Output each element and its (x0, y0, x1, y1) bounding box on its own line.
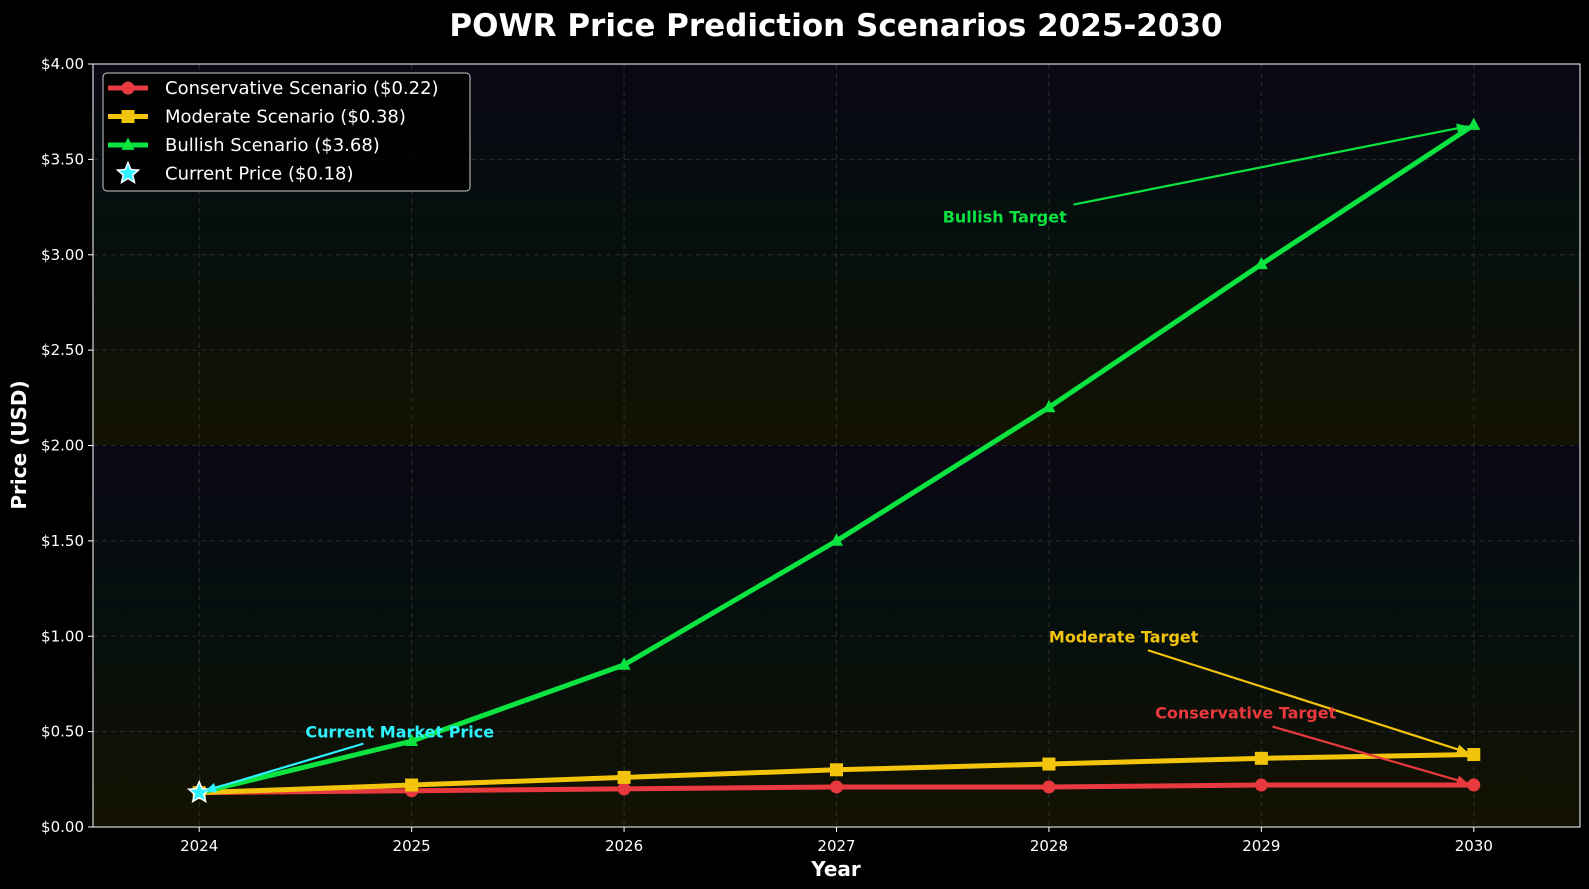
annotation-arrow (1147, 649, 1469, 754)
y-tick-label: $1.00 (41, 627, 84, 645)
legend-entry: Current Price ($0.18) (115, 160, 354, 185)
x-tick-label: 2024 (180, 837, 218, 855)
plot-area (92, 63, 1581, 828)
annotation-arrow (1073, 125, 1469, 206)
annotation: Current Market Price (204, 723, 494, 793)
annotation-label: Moderate Target (1049, 627, 1199, 646)
data-point (1042, 780, 1056, 794)
series-2 (192, 117, 1481, 798)
annotation-label: Current Market Price (305, 723, 494, 742)
chart-title: POWR Price Prediction Scenarios 2025-203… (449, 8, 1222, 44)
y-axis-label: Price (USD) (7, 380, 31, 509)
annotation: Moderate Target (1049, 627, 1469, 755)
legend-box (102, 72, 471, 192)
x-tick-label: 2030 (1455, 837, 1493, 855)
data-point (405, 778, 419, 792)
annotation-arrow (1272, 725, 1469, 785)
legend: Conservative Scenario ($0.22) Moderate Sc… (102, 72, 471, 192)
data-point (830, 533, 843, 546)
x-tick-label: 2027 (817, 837, 855, 855)
y-tick-label: $0.50 (41, 723, 84, 741)
data-point (1467, 748, 1481, 762)
y-tick-label: $0.00 (41, 818, 84, 836)
y-tick-label: $1.50 (41, 532, 84, 550)
data-point (1254, 751, 1268, 765)
annotation: Conservative Target (1155, 704, 1469, 786)
data-point (1467, 778, 1481, 792)
data-point (1042, 399, 1056, 413)
series-layer (186, 117, 1481, 804)
x-tick-label: 2029 (1242, 837, 1280, 855)
data-point (830, 763, 843, 777)
y-tick-label: $3.00 (41, 246, 84, 264)
annotation-label: Bullish Target (943, 208, 1067, 227)
legend-label: Conservative Scenario ($0.22) (165, 78, 439, 99)
annotation-arrowhead (1456, 775, 1469, 786)
x-tick-label: 2028 (1030, 837, 1068, 855)
y-axis: $0.00 $0.50 $1.00 $1.50 $2.00 $2.50 $3.00 $3.50… (41, 55, 93, 836)
legend-label: Moderate Scenario ($0.38) (165, 107, 406, 128)
data-point (1254, 778, 1268, 792)
data-point (1042, 757, 1056, 771)
legend-entry: Moderate Scenario ($0.38) (108, 107, 406, 128)
x-axis: 2024 2025 2026 2027 2028 2029 2030 (180, 827, 1493, 855)
x-tick-label: 2025 (393, 837, 431, 855)
y-tick-label: $2.00 (41, 437, 84, 455)
annotation-arrowhead (1456, 744, 1469, 755)
annotation-arrowhead (204, 783, 217, 793)
annotation-label: Conservative Target (1155, 704, 1336, 723)
data-point (617, 782, 631, 796)
annotation-arrow (204, 742, 364, 793)
annotation-arrowhead (1456, 123, 1468, 134)
legend-label: Current Price ($0.18) (165, 164, 354, 185)
legend-swatch-marker (121, 81, 135, 95)
annotation-layer: Bullish Target Moderate Target Conservativ… (204, 123, 1469, 793)
legend-swatch-marker (121, 110, 135, 123)
data-point (617, 657, 631, 670)
legend-swatch-marker (115, 160, 141, 184)
y-tick-label: $2.50 (41, 341, 84, 359)
data-point (617, 770, 631, 784)
data-point (1254, 256, 1268, 270)
x-axis-label: Year (810, 857, 861, 881)
data-point (830, 780, 843, 794)
y-tick-label: $3.50 (41, 150, 84, 168)
legend-entry: Conservative Scenario ($0.22) (108, 78, 439, 99)
y-tick-label: $4.00 (41, 55, 84, 73)
annotation: Bullish Target (943, 123, 1469, 227)
legend-entry: Bullish Scenario ($3.68) (108, 135, 380, 156)
legend-swatch-marker (121, 137, 135, 150)
x-tick-label: 2026 (605, 837, 643, 855)
legend-label: Bullish Scenario ($3.68) (165, 135, 380, 156)
data-point (1467, 117, 1481, 130)
data-point (405, 733, 419, 747)
